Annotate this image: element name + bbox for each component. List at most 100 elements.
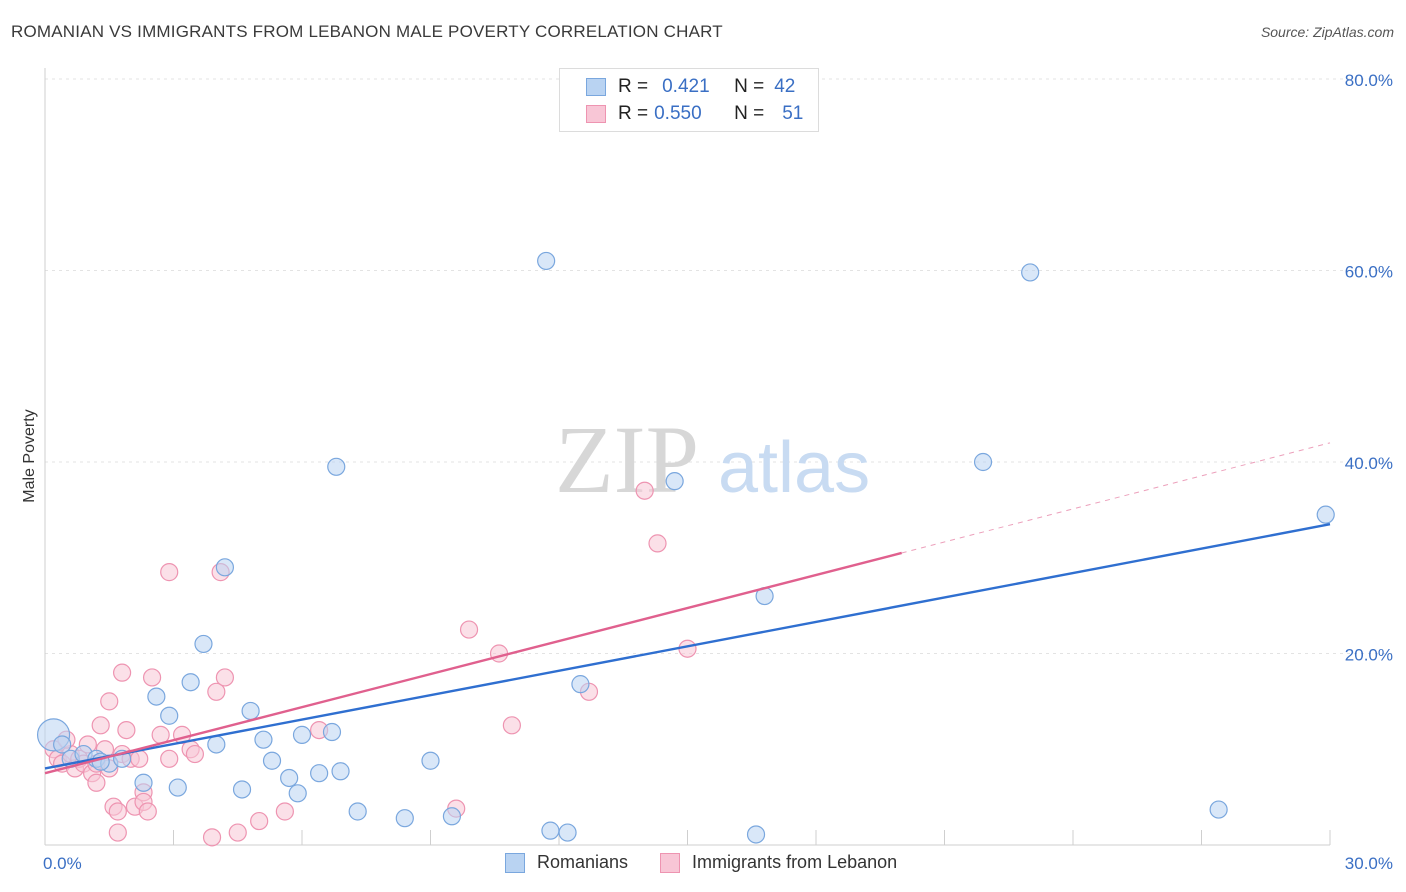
watermark: ZIP atlas (555, 406, 870, 513)
lebanon-trend-extension (901, 442, 1331, 554)
legend-row-lebanon: R = 0.550 N = 51 (586, 102, 803, 126)
romanians-point (665, 472, 684, 491)
x-ticks (44, 830, 1331, 845)
lebanon-point (459, 620, 479, 639)
legend-swatch-pink (586, 105, 606, 123)
lebanon-trend-line (44, 551, 902, 775)
lebanon-point (648, 534, 667, 553)
romanians-point (310, 764, 329, 783)
romanians-point (537, 251, 556, 271)
lebanon-point (100, 692, 119, 711)
romanians-point (232, 780, 252, 799)
lebanon-point (228, 823, 247, 842)
lebanon-point (185, 744, 205, 764)
romanians-point (262, 751, 282, 770)
lebanon-point (202, 828, 222, 847)
romanians-point (442, 807, 462, 826)
lebanon-point (489, 644, 509, 663)
lebanon-point (160, 563, 179, 582)
romanians-point (571, 675, 590, 694)
romanians-point (322, 722, 342, 742)
legend-n-value: 51 (782, 103, 804, 124)
lebanon-point (108, 823, 127, 842)
romanians-point (541, 821, 560, 840)
watermark-atlas: atlas (718, 428, 870, 508)
y-tick-labels: 20.0% 40.0% 60.0% 80.0% (1345, 71, 1393, 665)
gridlines (45, 78, 1392, 654)
romanians-trend-line (44, 523, 1331, 770)
legend-label-lebanon: Immigrants from Lebanon (692, 852, 898, 872)
romanians-point (973, 452, 993, 472)
lebanon-point (160, 749, 179, 768)
lebanon-point (502, 716, 521, 735)
series-legend: Romanians Immigrants from Lebanon (505, 852, 929, 873)
lebanon-point (207, 682, 226, 701)
lebanon-point (130, 749, 149, 768)
lebanon-point (142, 668, 162, 687)
romanians-point (421, 751, 440, 770)
legend-item-lebanon[interactable]: Immigrants from Lebanon (660, 852, 897, 873)
romanians-point (1021, 263, 1040, 282)
lebanon-point (117, 720, 136, 740)
legend-n-label: N = (734, 76, 765, 97)
lebanon-point (678, 639, 697, 658)
x-tick-label: 30.0% (1345, 854, 1393, 873)
romanians-point (53, 735, 72, 754)
lebanon-point (87, 773, 106, 792)
lebanon-point (108, 802, 127, 821)
romanians-point (207, 735, 226, 754)
y-tick-label: 40.0% (1345, 454, 1393, 473)
romanians-point (254, 730, 273, 749)
legend-n-label: N = (734, 103, 765, 124)
romanians-point (241, 701, 260, 721)
legend-r-value: 0.421 (662, 76, 710, 97)
lebanon-point (91, 716, 110, 735)
chart-title: ROMANIAN VS IMMIGRANTS FROM LEBANON MALE… (11, 22, 723, 41)
correlation-legend: R = 0.421 N = 42 R = 0.550 N = 51 (559, 68, 819, 132)
lebanon-point (112, 663, 132, 682)
legend-swatch-blue (505, 852, 525, 873)
x-tick-label: 0.0% (43, 854, 82, 873)
romanians-point (134, 773, 153, 792)
romanians-point (327, 457, 346, 476)
series-romanians-points (36, 251, 1335, 844)
romanians-point (746, 825, 766, 844)
legend-swatch-blue (586, 78, 606, 96)
legend-r-label: R = (618, 76, 649, 97)
watermark-zip: ZIP (555, 406, 699, 513)
romanians-point (194, 634, 213, 654)
romanians-point (331, 762, 350, 781)
romanians-point (147, 687, 166, 706)
romanians-point (280, 768, 299, 788)
y-axis-title: Male Poverty (21, 409, 38, 502)
legend-r-label: R = (618, 103, 649, 124)
romanians-point (558, 823, 577, 842)
romanians-point (292, 725, 312, 744)
romanians-point (1316, 505, 1335, 524)
lebanon-point (138, 802, 157, 821)
lebanon-point (250, 811, 269, 831)
romanians-point (1209, 800, 1228, 819)
romanians-point (215, 558, 234, 577)
romanians-point (181, 673, 200, 692)
romanians-point (168, 778, 187, 797)
lebanon-point (275, 802, 294, 821)
lebanon-point (215, 668, 234, 687)
y-tick-label: 20.0% (1345, 646, 1393, 665)
legend-n-value: 42 (774, 76, 796, 97)
romanians-point (395, 809, 414, 828)
romanians-point (160, 706, 179, 725)
x-tick-labels: 0.0% 30.0% (43, 854, 1393, 873)
legend-item-romanians[interactable]: Romanians (505, 852, 628, 873)
romanians-point (288, 784, 307, 803)
legend-swatch-pink (660, 852, 681, 873)
lebanon-point (635, 481, 654, 500)
legend-r-value: 0.550 (654, 103, 702, 124)
source-credit: Source: ZipAtlas.com (1260, 24, 1394, 40)
legend-row-romanians: R = 0.421 N = 42 (586, 75, 795, 99)
trend-lines (44, 442, 1331, 775)
y-tick-label: 60.0% (1345, 263, 1393, 282)
legend-label-romanians: Romanians (537, 852, 629, 872)
y-tick-label: 80.0% (1345, 71, 1393, 90)
